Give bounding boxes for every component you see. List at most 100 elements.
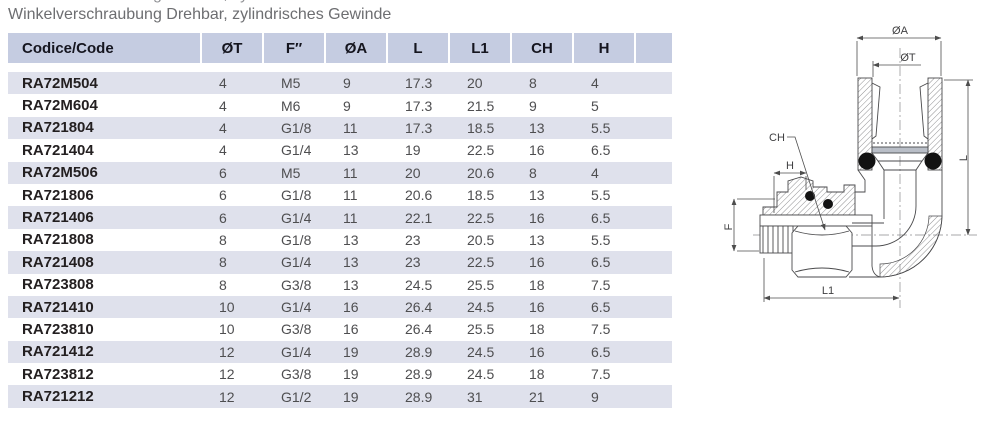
product-code: RA721806: [22, 186, 94, 204]
product-code: RA721412: [22, 343, 94, 361]
table-cell: 9: [591, 388, 599, 405]
table-cell: 9: [343, 75, 351, 92]
table-cell: G1/4: [281, 209, 312, 226]
table-cell: 6: [219, 187, 227, 204]
table-row: RA723810 10 G3/8 16 26.4 25.5 18 7.5: [8, 318, 672, 340]
table-cell: 25.5: [467, 276, 495, 293]
table-row: RA721406 6 G1/4 11 22.1 22.5 16 6.5: [8, 206, 672, 229]
table-cell: 6.5: [591, 209, 611, 226]
dim-label-ot: ØT: [900, 52, 916, 64]
table-cell: 10: [219, 299, 235, 316]
table-cell: 8: [219, 276, 227, 293]
table-cell: 20.6: [467, 164, 495, 181]
table-cell: 19: [343, 388, 359, 405]
table-row: RA721408 8 G1/4 13 23 22.5 16 6.5: [8, 251, 672, 274]
table-cell: 6.5: [591, 299, 611, 316]
table-cell: 24.5: [467, 343, 495, 360]
table-cell: 4: [219, 142, 227, 159]
product-code: RA72M506: [22, 164, 98, 182]
column-header-f-: F″: [264, 33, 326, 63]
table-cell: 13: [343, 276, 359, 293]
column-header--t: ØT: [202, 33, 264, 63]
table-cell: 12: [219, 343, 235, 360]
table-cell: M5: [281, 164, 301, 181]
table-cell: G1/4: [281, 343, 312, 360]
table-cell: 11: [343, 187, 358, 204]
table-cell: 20.5: [467, 231, 495, 248]
table-row: RA721806 6 G1/8 11 20.6 18.5 13 5.5: [8, 184, 672, 206]
table-cell: 24.5: [405, 276, 433, 293]
table-cell: 28.9: [405, 366, 433, 383]
table-cell: 18: [529, 366, 545, 383]
table-cell: 7.5: [591, 276, 611, 293]
dimension-lines: [731, 35, 973, 302]
table-row: RA721410 10 G1/4 16 26.4 24.5 16 6.5: [8, 295, 672, 319]
table-cell: 9: [343, 97, 351, 114]
table-row: RA721212 12 G1/2 19 28.9 31 21 9: [8, 385, 672, 408]
table-cell: 20: [467, 75, 483, 92]
product-code: RA721804: [22, 119, 94, 137]
table-cell: G1/8: [281, 119, 312, 136]
table-cell: 22.5: [467, 142, 495, 159]
table-cell: 18: [529, 321, 545, 338]
product-code: RA72M604: [22, 97, 98, 115]
table-cell: 4: [591, 75, 599, 92]
table-cell: 26.4: [405, 321, 433, 338]
product-code: RA721808: [22, 231, 94, 249]
table-row: RA72M506 6 M5 11 20 20.6 8 4: [8, 161, 672, 184]
table-cell: 16: [343, 321, 359, 338]
fitting-body: [759, 77, 943, 278]
table-cell: 23: [405, 231, 421, 248]
table-cell: 12: [219, 388, 235, 405]
dim-label-ch: CH: [769, 132, 785, 144]
table-cell: 19: [343, 366, 359, 383]
table-cell: 13: [343, 254, 359, 271]
table-cell: 6.5: [591, 254, 611, 271]
dim-label-f: F: [723, 223, 735, 230]
product-code: RA721408: [22, 253, 94, 271]
table-cell: 28.9: [405, 343, 433, 360]
table-cell: 4: [219, 97, 227, 114]
table-cell: 5.5: [591, 231, 611, 248]
table-cell: 16: [529, 254, 545, 271]
table-cell: 11: [343, 119, 358, 136]
o-ring-seals: [805, 152, 942, 209]
table-row: RA721412 12 G1/4 19 28.9 24.5 16 6.5: [8, 340, 672, 364]
dimension-table: Codice/Code ØT F″ ØA L L1 CH H RA72M504 4 M5 9 17.3…: [8, 33, 672, 408]
table-cell: 21: [529, 388, 545, 405]
column-header-h: H: [574, 33, 636, 63]
table-cell: G1/4: [281, 299, 312, 316]
table-row: RA72M504 4 M5 9 17.3 20 8 4: [8, 72, 672, 95]
table-row: RA72M604 4 M6 9 17.3 21.5 9 5: [8, 94, 672, 116]
table-cell: 22.1: [405, 209, 433, 226]
table-cell: 18.5: [467, 187, 495, 204]
table-cell: 10: [219, 321, 235, 338]
table-cell: 6.5: [591, 142, 611, 159]
table-row: RA721804 4 G1/8 11 17.3 18.5 13 5.5: [8, 116, 672, 140]
column-header--a: ØA: [326, 33, 388, 63]
table-row: RA721808 8 G1/8 13 23 20.5 13 5.5: [8, 229, 672, 251]
table-cell: 9: [529, 97, 537, 114]
dim-label-oa: ØA: [892, 25, 909, 37]
table-cell: M6: [281, 97, 301, 114]
table-cell: M5: [281, 75, 301, 92]
table-cell: 31: [467, 388, 483, 405]
product-code: RA72M504: [22, 74, 98, 92]
table-cell: 8: [529, 164, 537, 181]
table-cell: 28.9: [405, 388, 433, 405]
technical-drawing: ØA ØT L CH H F L1: [715, 20, 993, 320]
product-code: RA721410: [22, 298, 94, 316]
table-cell: G3/8: [281, 321, 312, 338]
column-header-empty: [636, 33, 672, 63]
table-cell: 8: [219, 254, 227, 271]
table-cell: 11: [343, 164, 358, 181]
table-cell: 22.5: [467, 209, 495, 226]
table-cell: 16: [529, 343, 545, 360]
table-cell: 18: [529, 276, 545, 293]
table-cell: 5: [591, 97, 599, 114]
column-header-l1: L1: [450, 33, 512, 63]
table-cell: 8: [529, 75, 537, 92]
table-cell: 20.6: [405, 187, 433, 204]
table-cell: 24.5: [467, 366, 495, 383]
table-cell: 23: [405, 254, 421, 271]
